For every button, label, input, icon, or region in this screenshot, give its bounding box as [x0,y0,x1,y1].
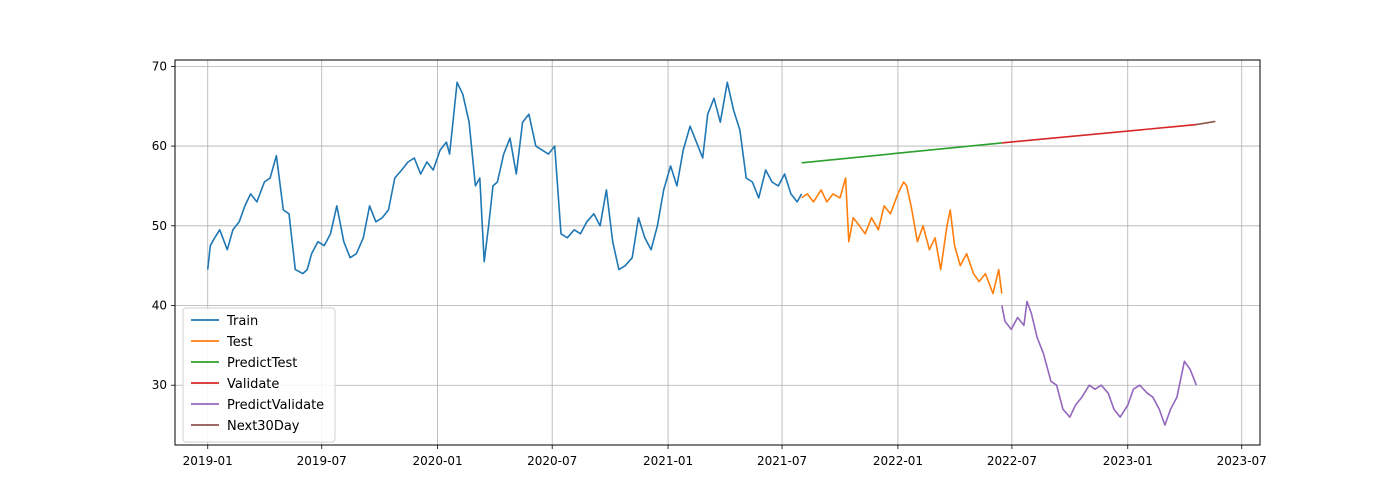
legend-box [182,307,336,443]
x-tick-label: 2019-07 [297,454,347,468]
y-tick-label: 30 [152,378,167,392]
legend-label-next30day: Next30Day [227,419,300,434]
legend-label-predicttest: PredictTest [227,356,297,371]
legend-label-predictvalidate: PredictValidate [227,398,324,413]
series-lines [206,81,1216,426]
x-axis-ticks: 2019-01 2019-07 2020-01 2020-07 2021-01 2021-… [183,445,1267,468]
x-tick-label: 2022-07 [987,454,1037,468]
x-tick-label: 2022-01 [873,454,923,468]
legend: Train Test PredictTest Validate PredictValid… [182,307,336,443]
legend-label-train: Train [226,314,258,329]
x-tick-label: 2020-07 [527,454,577,468]
series-line-test [801,177,1003,295]
y-tick-label: 40 [152,299,167,313]
grid [175,60,1260,445]
series-line-predictvalidate [1001,300,1198,426]
series-line-next30day [1196,120,1216,126]
x-tick-label: 2020-01 [413,454,463,468]
y-tick-label: 60 [152,139,167,153]
x-tick-label: 2023-07 [1217,454,1267,468]
y-tick-label: 70 [152,59,167,73]
x-tick-label: 2019-01 [183,454,233,468]
y-tick-label: 50 [152,219,167,233]
x-tick-label: 2021-01 [643,454,693,468]
legend-label-test: Test [226,335,253,350]
series-line-train [206,81,803,275]
x-tick-label: 2023-01 [1103,454,1153,468]
axes-frame [174,59,1261,446]
series-line-predicttest [801,142,1002,164]
legend-label-validate: Validate [227,377,279,392]
x-tick-label: 2021-07 [757,454,807,468]
series-line-validate [1001,123,1197,144]
y-axis-ticks: 30 40 50 60 70 [152,59,175,392]
